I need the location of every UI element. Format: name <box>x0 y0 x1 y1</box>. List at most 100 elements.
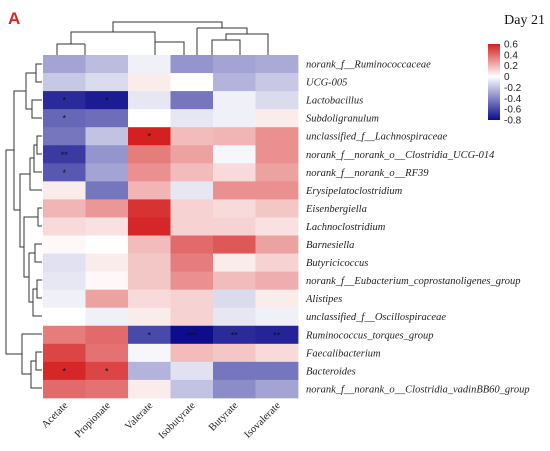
heatmap-cells <box>43 55 299 399</box>
color-legend-tick: 0.6 <box>504 40 518 51</box>
heatmap-cell <box>170 55 214 74</box>
row-label: Lachnoclostridium <box>305 222 386 233</box>
heatmap-cell <box>85 325 129 345</box>
heatmap-cell <box>128 55 171 74</box>
heatmap-cell <box>85 289 129 309</box>
heatmap-cell <box>128 343 171 363</box>
heatmap-cell <box>43 325 86 345</box>
heatmap-cell <box>170 163 214 182</box>
significance-mark: * <box>105 366 109 376</box>
heatmap-cell <box>85 127 129 146</box>
row-label: Butyricicoccus <box>306 258 368 269</box>
color-legend-tick: -0.4 <box>504 94 522 105</box>
heatmap-cell <box>128 163 171 182</box>
heatmap-cell <box>170 127 214 146</box>
heatmap-cell <box>255 325 299 345</box>
heatmap-cell <box>43 55 86 74</box>
heatmap-cell <box>85 163 129 182</box>
heatmap-cell <box>170 253 214 272</box>
heatmap-cell <box>255 181 299 200</box>
heatmap-cell <box>43 217 86 236</box>
heatmap-cell <box>255 199 299 218</box>
column-label: Butyrate <box>207 400 241 434</box>
heatmap-cell <box>85 181 129 200</box>
heatmap-cell <box>213 235 256 254</box>
heatmap-cell <box>128 73 171 92</box>
heatmap-cell <box>213 343 256 363</box>
heatmap-cell <box>255 235 299 254</box>
significance-mark: * <box>62 168 66 178</box>
heatmap-cell <box>170 145 214 164</box>
heatmap-cell <box>128 145 171 164</box>
heatmap-cell <box>85 109 129 128</box>
panel-label: A <box>8 9 20 28</box>
heatmap-cell <box>213 109 256 128</box>
column-label: Acetate <box>40 400 71 431</box>
heatmap-cell <box>85 145 129 164</box>
row-label: norank_f__Ruminococcaceae <box>306 60 431 71</box>
day-label: Day 21 <box>504 13 545 28</box>
heatmap-cell <box>85 217 129 236</box>
row-label: UCG-005 <box>306 78 347 89</box>
heatmap-cell <box>43 163 86 182</box>
row-label: Barnesiella <box>306 240 354 251</box>
heatmap-cell <box>255 73 299 92</box>
significance-mark: * <box>62 366 66 376</box>
row-label: Eisenbergiella <box>305 204 367 215</box>
heatmap-cell <box>170 235 214 254</box>
heatmap-cell <box>213 163 256 182</box>
row-label: norank_f__Eubacterium_coprostanoligenes_… <box>306 276 520 287</box>
significance-mark: *** <box>186 330 197 340</box>
heatmap-cell <box>85 235 129 254</box>
row-dendrogram <box>5 63 42 389</box>
heatmap-cell <box>213 217 256 236</box>
heatmap-cell <box>85 253 129 272</box>
row-label: Ruminococcus_torques_group <box>305 330 434 341</box>
heatmap-cell <box>128 271 171 291</box>
color-legend-tick: 0 <box>504 72 510 83</box>
heatmap-cell <box>170 181 214 200</box>
color-legend-tick: 0.2 <box>504 61 518 72</box>
significance-mark: * <box>147 330 151 340</box>
heatmap-cell <box>128 325 171 345</box>
heatmap-cell <box>43 235 86 254</box>
heatmap-cell <box>85 91 129 110</box>
heatmap-cell <box>255 217 299 236</box>
significance-mark: ** <box>231 330 239 340</box>
column-dendrogram <box>56 21 269 55</box>
significance-mark: * <box>105 96 109 106</box>
heatmap-cell <box>85 343 129 363</box>
heatmap-cell <box>255 145 299 164</box>
significance-mark: * <box>62 96 66 106</box>
heatmap-cell <box>170 217 214 236</box>
row-label: unclassified_f__Oscillospiraceae <box>306 312 446 323</box>
heatmap-cell <box>128 253 171 272</box>
color-legend-tick: -0.8 <box>504 116 522 127</box>
heatmap-cell <box>170 73 214 92</box>
heatmap-cell <box>43 181 86 200</box>
significance-mark: * <box>62 114 66 124</box>
heatmap-cell <box>128 379 171 399</box>
heatmap-cell <box>43 109 86 128</box>
heatmap-cell <box>43 271 86 291</box>
heatmap-cell <box>170 271 214 291</box>
heatmap-cell <box>85 199 129 218</box>
heatmap-cell <box>255 127 299 146</box>
heatmap-cell <box>128 235 171 254</box>
heatmap-cell <box>43 379 86 399</box>
heatmap-cell <box>213 379 256 399</box>
heatmap-cell <box>128 217 171 236</box>
heatmap-cell <box>255 307 299 327</box>
heatmap-cell <box>255 361 299 381</box>
color-legend-tick: 0.4 <box>504 50 518 61</box>
heatmap-cell <box>213 361 256 381</box>
heatmap-cell <box>128 307 171 327</box>
column-label: Isovalerate <box>243 400 284 441</box>
row-label: Bacteroides <box>306 366 356 377</box>
heatmap-cell <box>170 379 214 399</box>
heatmap-cell <box>170 343 214 363</box>
heatmap-cell <box>255 343 299 363</box>
heatmap-cell <box>170 289 214 309</box>
row-label: Subdoligranulum <box>306 114 379 125</box>
